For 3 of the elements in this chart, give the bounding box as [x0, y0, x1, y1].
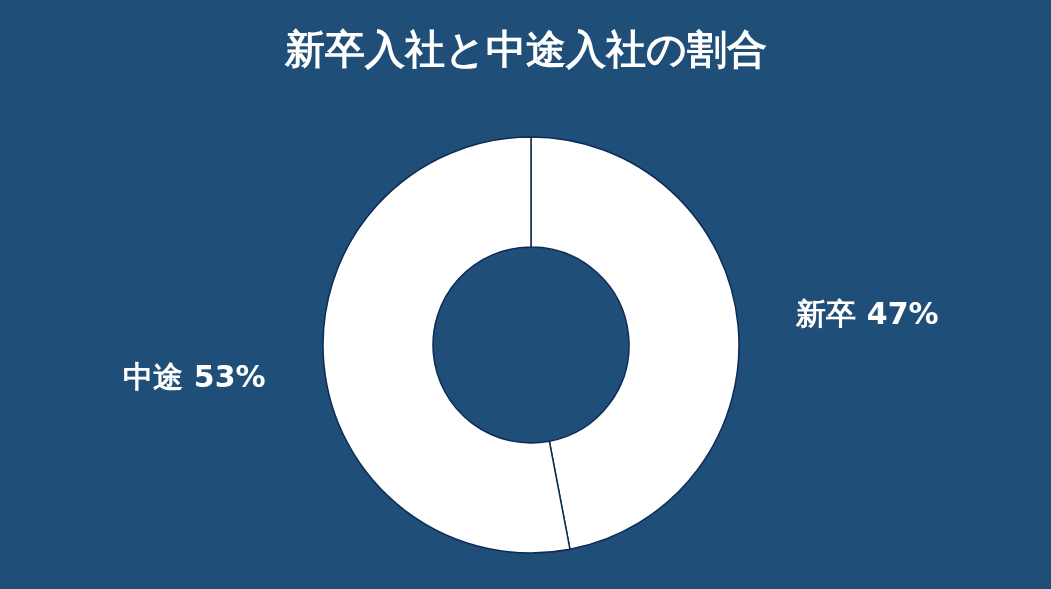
slice-label: 新卒 47%: [795, 295, 939, 331]
chart-title: 新卒入社と中途入社の割合: [283, 25, 768, 74]
slice-label: 中途 53%: [123, 359, 266, 395]
